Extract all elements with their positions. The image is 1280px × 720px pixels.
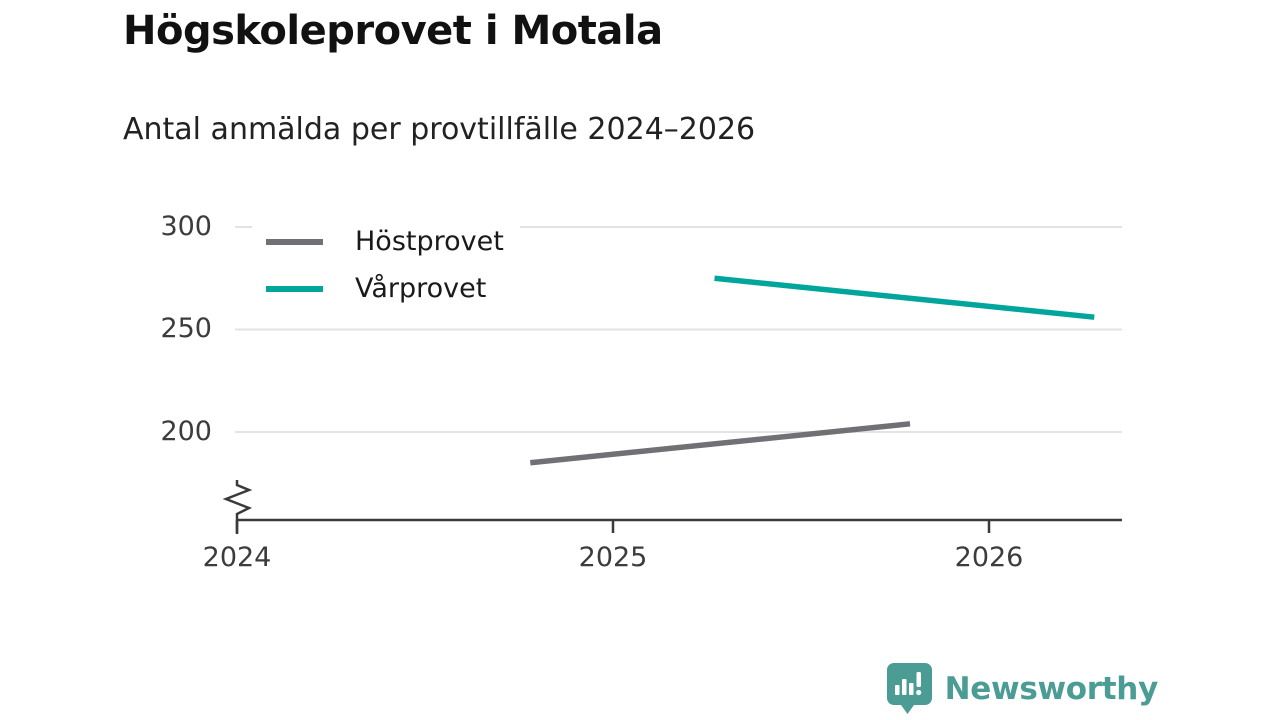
chart-title: Högskoleprovet i Motala [123,8,663,54]
y-axis-tick-label: 300 [160,211,212,242]
chart-subtitle: Antal anmälda per provtillfälle 2024–202… [123,112,756,147]
y-axis-tick-label: 250 [160,313,212,344]
x-axis-tick-label: 2024 [202,542,272,573]
legend-label: Vårprovet [355,273,487,304]
newsworthy-brand: Newsworthy [886,662,1158,715]
legend-item-hostprovet: Höstprovet [266,218,504,265]
varprovet-line-swatch [266,285,323,292]
x-axis-tick-label: 2025 [578,542,648,573]
y-axis-tick-label: 200 [160,416,212,447]
hostprovet-line-swatch [266,238,323,245]
x-axis-tick-label: 2026 [954,542,1024,573]
legend-label: Höstprovet [355,226,504,257]
legend-item-varprovet: Vårprovet [266,265,504,312]
newsworthy-wordmark: Newsworthy [944,670,1159,707]
legend: Höstprovet Vårprovet [252,212,520,320]
newsworthy-logo-icon [886,663,932,714]
